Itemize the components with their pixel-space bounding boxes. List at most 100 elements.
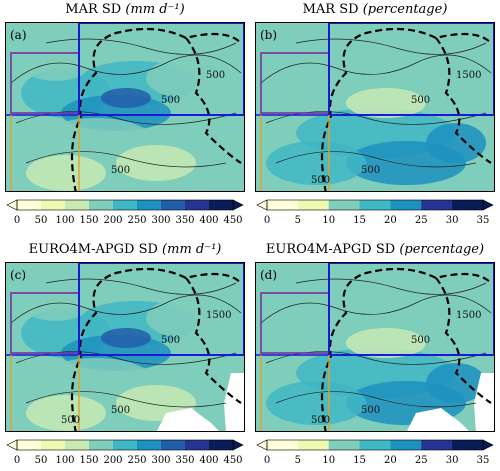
contour-label: 500 bbox=[61, 415, 80, 426]
colorbar-tick-label: 35 bbox=[476, 215, 490, 226]
map-d: 500 1500 500 500 bbox=[255, 262, 495, 432]
colorbar-tick-label: 50 bbox=[34, 455, 48, 466]
colorbar-segment bbox=[390, 440, 422, 450]
colorbar-segment bbox=[297, 200, 330, 210]
contour-label: 500 bbox=[411, 335, 430, 346]
contour-label: 500 bbox=[311, 175, 330, 186]
colorbar-tick-label: 0 bbox=[13, 455, 21, 466]
contour-line bbox=[275, 151, 477, 168]
field-patch bbox=[146, 58, 226, 98]
contour-label: 500 bbox=[161, 95, 180, 106]
contour-line bbox=[45, 278, 237, 295]
colorbar-arrow-high bbox=[232, 199, 244, 211]
contour-line bbox=[295, 38, 487, 55]
colorbar-segment bbox=[359, 440, 391, 450]
field-patch bbox=[426, 123, 486, 163]
colorbar-tick-label: 50 bbox=[34, 215, 48, 226]
panel-title: MAR SD (percentage) bbox=[302, 2, 448, 17]
colorbar-tick-label: 450 bbox=[223, 455, 243, 466]
panel-title: EURO4M-APGD SD (mm d⁻¹) bbox=[28, 242, 222, 257]
colorbar-segment bbox=[452, 200, 484, 210]
colorbar-tick-label: 250 bbox=[127, 215, 147, 226]
colorbar-frame bbox=[266, 439, 484, 451]
colorbar-tick-label: 10 bbox=[322, 215, 336, 226]
colorbar-frame bbox=[266, 199, 484, 211]
ocean-area bbox=[474, 373, 494, 431]
colorbar-segment bbox=[209, 440, 234, 450]
field-patch bbox=[346, 328, 426, 358]
contour-line bbox=[10, 54, 242, 84]
colorbar-segment bbox=[89, 200, 114, 210]
colorbar-segment bbox=[65, 440, 90, 450]
colorbar-tick-label: 25 bbox=[414, 215, 428, 226]
colorbar-tick-label: 200 bbox=[103, 455, 123, 466]
contour-line bbox=[265, 351, 487, 365]
colorbar-tick-label: 350 bbox=[175, 215, 195, 226]
colorbar-tick-label: 400 bbox=[199, 455, 219, 466]
field-patch bbox=[266, 43, 386, 103]
colorbar-segment bbox=[421, 200, 453, 210]
colorbar-tick-label: 20 bbox=[384, 455, 397, 466]
colorbar-segment bbox=[65, 200, 90, 210]
colorbar-arrow-high bbox=[482, 439, 494, 451]
colorbar-tick-label: 450 bbox=[223, 215, 243, 226]
colorbar-tick-label: 0 bbox=[13, 215, 21, 226]
colorbar-tick-label: 30 bbox=[445, 455, 459, 466]
colorbar-arrow-low bbox=[256, 439, 268, 451]
colorbar-segment bbox=[185, 440, 210, 450]
colorbar-tick-label: 5 bbox=[294, 215, 302, 226]
field-patch bbox=[26, 155, 106, 191]
border-line bbox=[70, 267, 242, 431]
field-patch bbox=[101, 328, 151, 348]
field-patch bbox=[266, 283, 386, 343]
colorbar-frame bbox=[16, 199, 234, 211]
field-patch bbox=[26, 395, 106, 431]
colorbar-segment bbox=[41, 440, 66, 450]
panel-title: EURO4M-APGD SD (percentage) bbox=[265, 242, 485, 257]
field-patch bbox=[366, 43, 486, 93]
panel-label: (d) bbox=[260, 268, 278, 282]
contour-label: 500 bbox=[111, 405, 130, 416]
map-c: 500 1500 500 500 bbox=[5, 262, 245, 432]
ocean-area bbox=[224, 373, 244, 431]
field-patch bbox=[366, 283, 486, 333]
colorbar-segment bbox=[328, 440, 361, 450]
contour-label: 500 bbox=[161, 335, 180, 346]
field-patch bbox=[346, 88, 426, 118]
panel-title: MAR SD (mm d⁻¹) bbox=[65, 2, 185, 17]
contour-line bbox=[15, 351, 237, 365]
colorbar-segment bbox=[328, 200, 361, 210]
colorbar-arrow-high bbox=[482, 199, 494, 211]
colorbar-segment bbox=[359, 200, 391, 210]
colorbar-segment bbox=[113, 200, 138, 210]
field-patch bbox=[146, 298, 226, 338]
contour-label: 500 bbox=[206, 70, 225, 81]
map-a: 500 500 500 bbox=[5, 22, 245, 192]
colorbar-tick-label: 15 bbox=[353, 215, 366, 226]
contour-label: 1500 bbox=[456, 310, 481, 321]
colorbar-arrow-low bbox=[256, 199, 268, 211]
contour-label: 500 bbox=[311, 415, 330, 426]
contour-line bbox=[260, 294, 492, 324]
colorbar-tick-label: 15 bbox=[353, 455, 366, 466]
colorbar-segment bbox=[267, 200, 299, 210]
colorbar-tick-label: 0 bbox=[263, 455, 271, 466]
colorbar-tick-label: 150 bbox=[79, 215, 99, 226]
contour-label: 1500 bbox=[456, 70, 481, 81]
colorbar-tick-label: 30 bbox=[445, 215, 459, 226]
panel-label: (b) bbox=[260, 28, 278, 42]
colorbar-segment bbox=[452, 440, 484, 450]
contour-label: 500 bbox=[361, 405, 380, 416]
colorbar-tick-label: 300 bbox=[151, 215, 171, 226]
contour-label: 1500 bbox=[206, 310, 231, 321]
colorbar-segment bbox=[297, 440, 330, 450]
border-line bbox=[70, 27, 242, 191]
colorbar-tick-label: 400 bbox=[199, 215, 219, 226]
contour-label: 500 bbox=[361, 165, 380, 176]
colorbar-tick-label: 150 bbox=[79, 455, 99, 466]
colorbar-tick-label: 35 bbox=[476, 455, 490, 466]
colorbar-tick-label: 5 bbox=[294, 455, 302, 466]
contour-line bbox=[265, 111, 487, 125]
colorbar-segment bbox=[161, 440, 186, 450]
panel-label: (c) bbox=[10, 268, 27, 282]
